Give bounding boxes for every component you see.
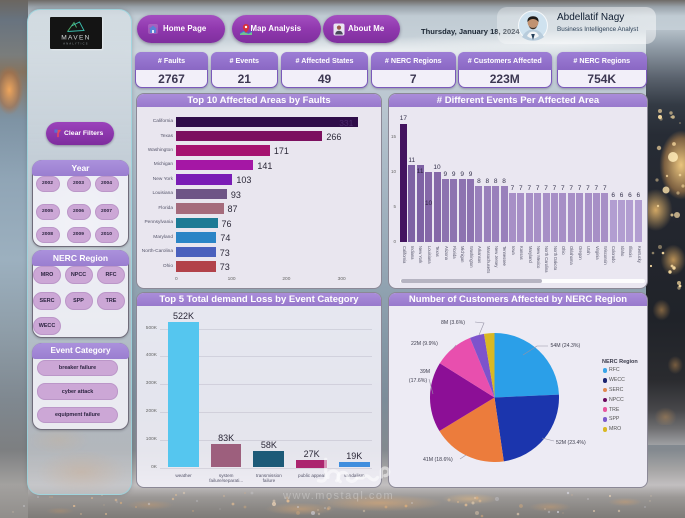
svg-text:MAVEN: MAVEN: [61, 35, 90, 42]
svg-text:ANALYTICS: ANALYTICS: [63, 43, 88, 46]
